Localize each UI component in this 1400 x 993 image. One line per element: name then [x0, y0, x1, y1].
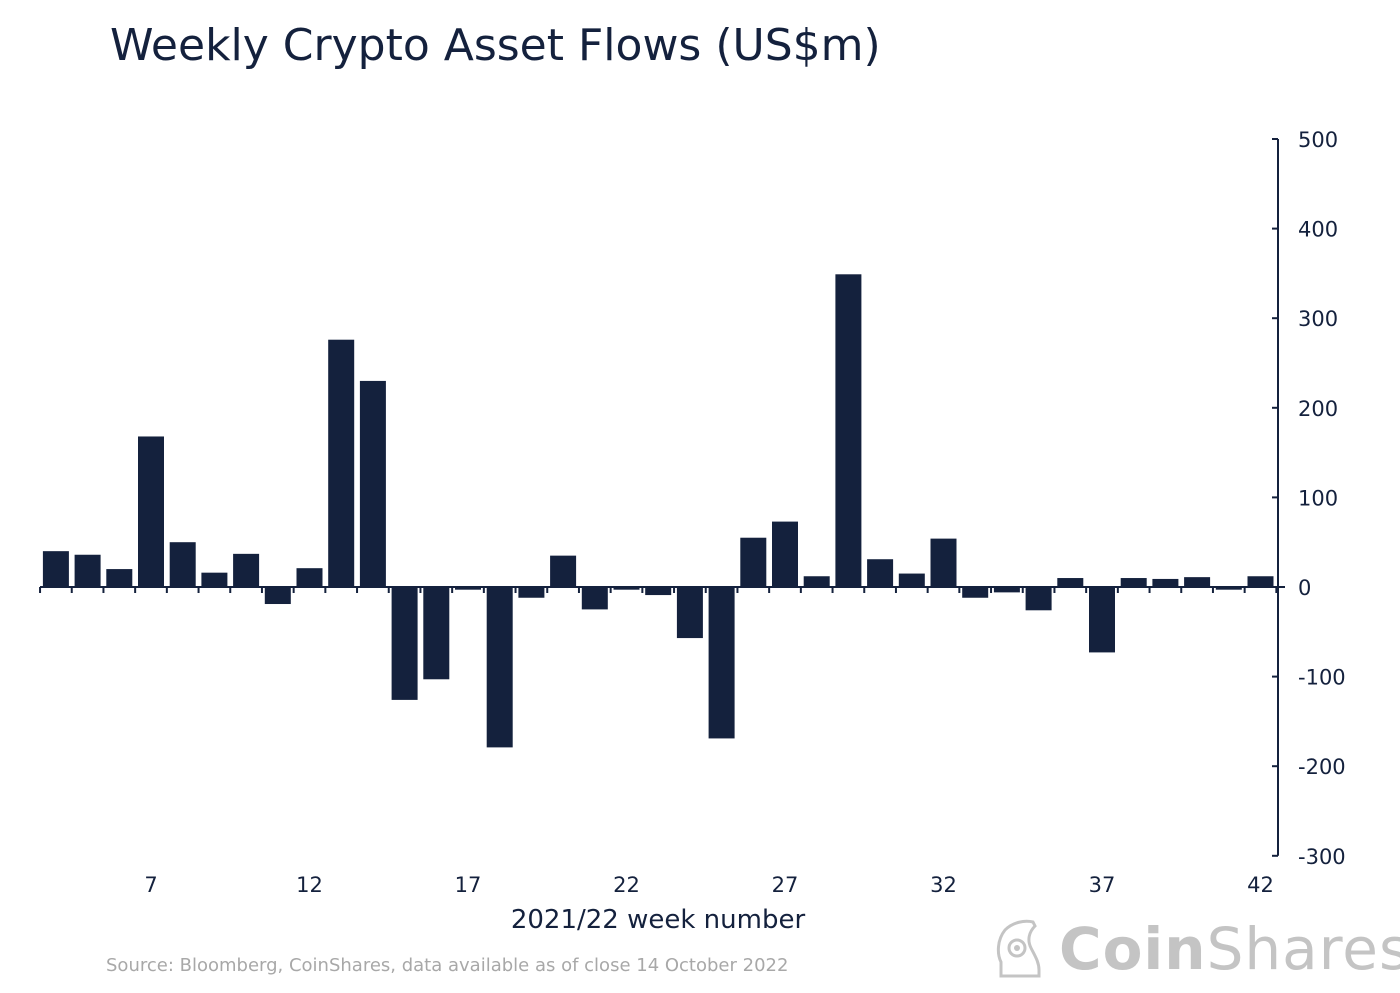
bar-week-10 [233, 553, 260, 587]
bar-week-37 [1089, 587, 1115, 653]
y-tick-label: -300 [1298, 845, 1346, 869]
bar-week-34 [993, 587, 1020, 593]
bar-week-35 [1025, 587, 1052, 611]
bar-week-9 [201, 572, 228, 587]
bar-week-18 [486, 587, 513, 748]
bar-week-41 [1215, 587, 1242, 590]
bar-week-25 [708, 587, 735, 739]
x-tick-label: 12 [296, 873, 323, 897]
bar-week-30 [867, 559, 894, 587]
bar-week-23 [645, 587, 672, 596]
bar-week-22 [613, 587, 640, 590]
bar-week-6 [106, 569, 133, 587]
y-tick-label: 0 [1298, 576, 1311, 600]
bar-week-40 [1184, 577, 1211, 587]
bar-week-5 [74, 554, 101, 587]
bar-week-26 [740, 537, 767, 587]
x-tick-label: 7 [144, 873, 157, 897]
bar-week-24 [676, 587, 703, 639]
x-tick-label: 42 [1247, 873, 1274, 897]
bar-week-14 [359, 380, 386, 587]
bar-week-12 [296, 568, 323, 587]
bar-week-31 [898, 573, 925, 587]
bar-week-21 [581, 587, 608, 610]
y-tick-label: 400 [1298, 218, 1338, 242]
bar-week-36 [1057, 578, 1084, 587]
bar-week-15 [391, 587, 418, 700]
helmet-icon [996, 919, 1041, 978]
coinshares-logo: CoinShares [995, 915, 1400, 983]
y-tick-label: -200 [1298, 755, 1346, 779]
bar-week-17 [455, 587, 481, 590]
x-tick-label: 27 [772, 873, 799, 897]
bar-week-13 [328, 339, 355, 587]
y-tick-label: 200 [1298, 397, 1338, 421]
y-tick-label: 500 [1298, 128, 1338, 152]
bar-week-29 [835, 274, 862, 587]
bar-week-27 [772, 521, 798, 587]
bar-week-32 [930, 538, 957, 587]
y-tick-label: 100 [1298, 486, 1338, 510]
bar-week-7 [138, 436, 164, 587]
bar-week-42 [1247, 576, 1274, 587]
bar-week-19 [518, 587, 545, 598]
bar-week-33 [962, 587, 989, 598]
x-tick-label: 17 [455, 873, 482, 897]
bar-week-4 [42, 551, 69, 587]
bar-week-39 [1152, 578, 1179, 587]
y-tick-label: 300 [1298, 307, 1338, 331]
bar-week-38 [1120, 578, 1147, 587]
plot-area: 7 12 17 22 27 32 37 42 500 400 300 200 100 0 -100 -200 -… [39, 128, 1346, 897]
bar-week-28 [803, 576, 830, 587]
x-tick-label: 32 [930, 873, 957, 897]
logo-text: CoinShares [1059, 915, 1400, 983]
source-note: Source: Bloomberg, CoinShares, data avai… [106, 955, 789, 976]
chart-title: Weekly Crypto Asset Flows (US$m) [110, 20, 881, 71]
y-tick-label: -100 [1298, 666, 1346, 690]
bar-week-16 [423, 587, 450, 680]
bar-week-11 [264, 587, 291, 605]
bar-week-20 [550, 555, 577, 587]
x-axis-label: 2021/22 week number [510, 905, 806, 935]
x-tick-label: 37 [1089, 873, 1116, 897]
bar-week-8 [169, 542, 196, 587]
x-tick-label: 22 [613, 873, 640, 897]
